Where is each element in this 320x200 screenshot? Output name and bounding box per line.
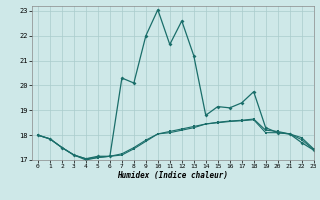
X-axis label: Humidex (Indice chaleur): Humidex (Indice chaleur) bbox=[117, 171, 228, 180]
